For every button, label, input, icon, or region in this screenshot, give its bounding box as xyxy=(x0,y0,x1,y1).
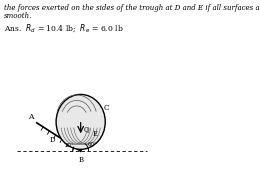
Text: 30°: 30° xyxy=(64,143,74,148)
Text: Ans.  $R_d$ = 10.4 lb;  $R_e$ = 6.0 lb: Ans. $R_d$ = 10.4 lb; $R_e$ = 6.0 lb xyxy=(4,22,123,34)
Text: 60°: 60° xyxy=(88,142,98,147)
Text: C: C xyxy=(104,104,110,112)
Text: A: A xyxy=(28,113,34,121)
Text: D: D xyxy=(49,136,55,144)
Text: E: E xyxy=(93,130,98,138)
Text: smooth.: smooth. xyxy=(4,12,32,20)
Circle shape xyxy=(56,94,105,149)
Text: Q: Q xyxy=(83,125,89,133)
Text: B: B xyxy=(79,156,83,164)
Text: the forces exerted on the sides of the trough at D and E if all surfaces are per: the forces exerted on the sides of the t… xyxy=(4,4,260,12)
